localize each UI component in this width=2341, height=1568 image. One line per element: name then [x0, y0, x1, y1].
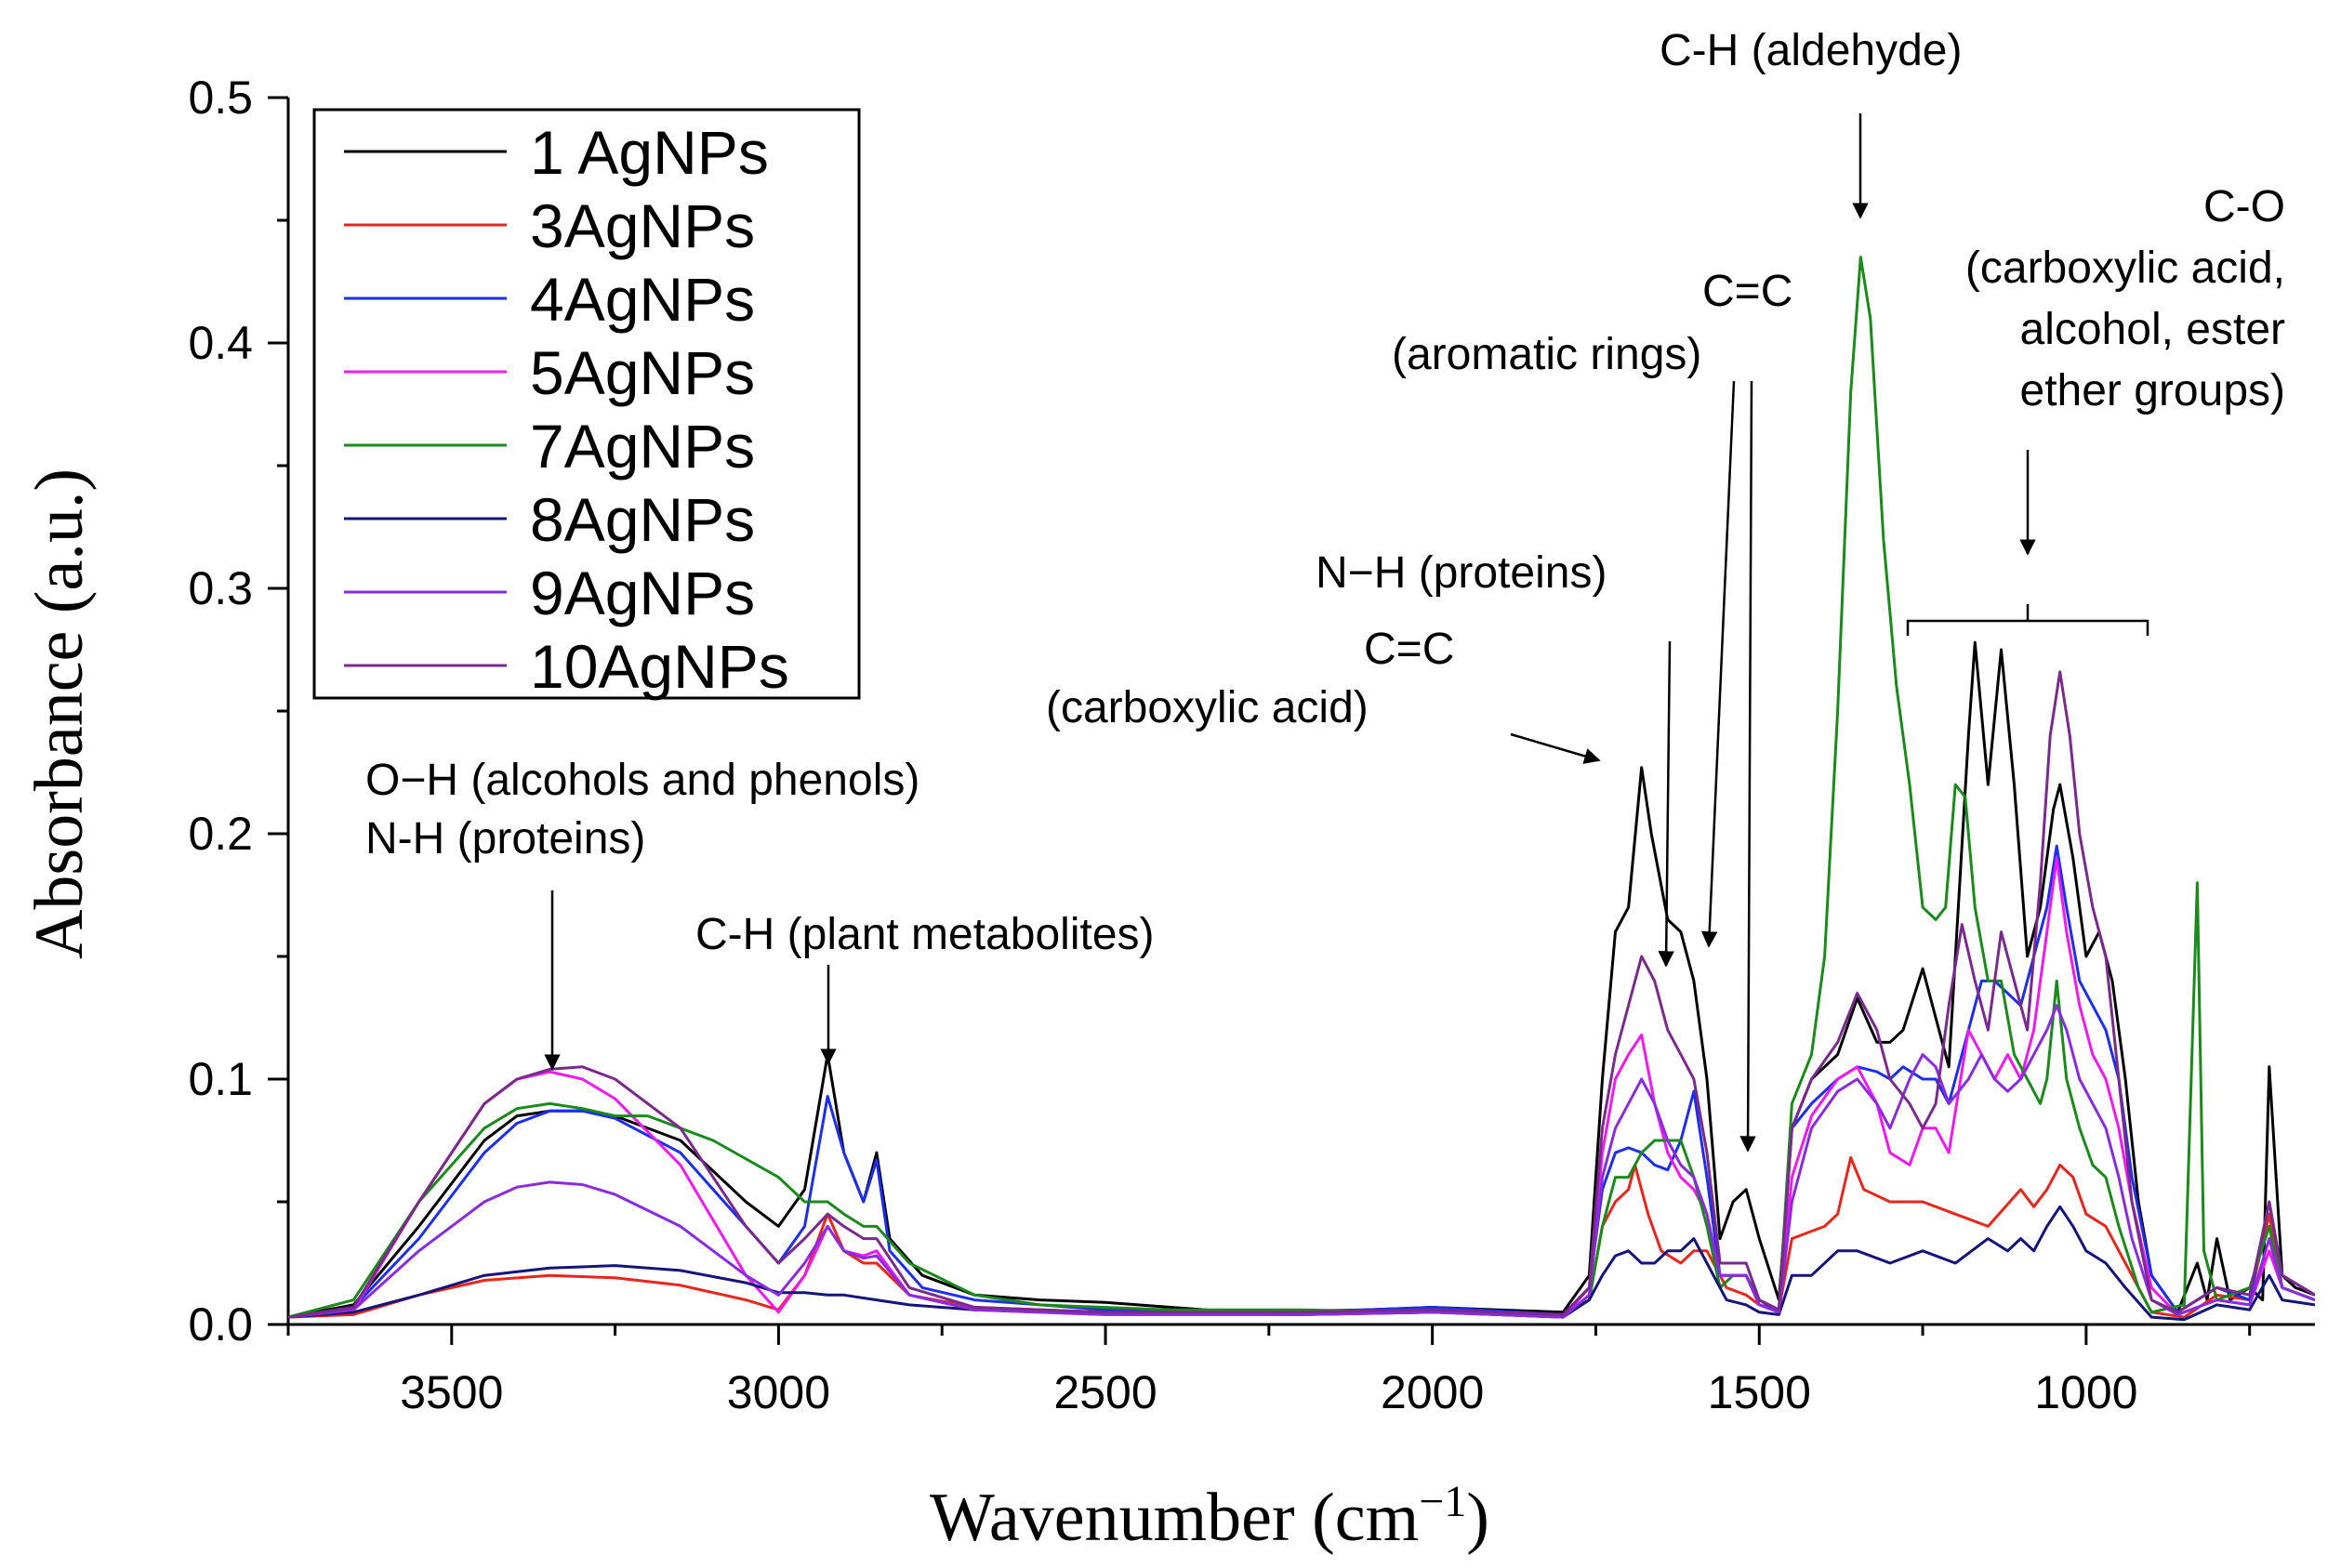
- bracket-co: [1906, 604, 2149, 636]
- x-tick-label: 1000: [2034, 1366, 2137, 1418]
- legend-label: 3AgNPs: [530, 191, 755, 260]
- legend: 1 AgNPs3AgNPs4AgNPs5AgNPs7AgNPs8AgNPs9Ag…: [312, 108, 861, 701]
- legend-label: 7AgNPs: [530, 412, 755, 481]
- y-axis-ticks: 0.0 0.1 0.2 0.3 0.4 0.5: [188, 72, 288, 1351]
- annotation-cc-aromatic-line2: (aromatic rings): [1392, 330, 1701, 379]
- arrow-cc-aromatic-2: [1739, 380, 1756, 1153]
- legend-label: 1 AgNPs: [530, 118, 769, 187]
- x-axis-ticks: 3500 3000 2500 2000 1500 1000: [286, 1324, 2252, 1418]
- annotation-cc-aromatic-line1: C=C: [1702, 267, 1792, 316]
- annotation-oh-line1: O−H (alcohols and phenols): [365, 756, 919, 805]
- x-tick-label: 3500: [400, 1366, 503, 1418]
- arrow-cc-aromatic-1: [1700, 380, 1736, 948]
- annotation-cc-carboxylic-line2: (carboxylic acid): [1046, 683, 1369, 732]
- x-tick-label: 3000: [727, 1366, 830, 1418]
- x-tick-label: 1500: [1708, 1366, 1811, 1418]
- y-tick-label: 0.4: [188, 317, 253, 369]
- y-axis-title: Absorbance (a.u.): [21, 468, 98, 959]
- series-line-1: [288, 640, 2315, 1319]
- legend-label: 5AgNPs: [530, 338, 755, 407]
- series-line-8: [288, 670, 2315, 1319]
- legend-label: 9AgNPs: [530, 559, 755, 627]
- annotation-nh-proteins: N−H (proteins): [1316, 548, 1607, 598]
- series-line-2: [288, 1156, 2315, 1319]
- legend-label: 10AgNPs: [530, 632, 789, 701]
- y-tick-label: 0.5: [188, 72, 253, 124]
- y-tick-label: 0.3: [188, 562, 253, 614]
- x-tick-label: 2500: [1053, 1366, 1157, 1418]
- legend-label: 4AgNPs: [530, 265, 755, 334]
- annotation-co-line3: alcohol, ester: [2020, 305, 2286, 354]
- series-lines: [288, 256, 2315, 1322]
- y-tick-label: 0.2: [188, 808, 253, 860]
- annotation-arrows: [544, 113, 2149, 1153]
- y-tick-label: 0.0: [188, 1298, 253, 1351]
- arrow-cc-carboxylic: [1510, 732, 1601, 764]
- y-tick-label: 0.1: [188, 1053, 253, 1105]
- annotation-co-line1: C-O: [2203, 182, 2285, 231]
- arrow-nh-proteins: [1658, 640, 1674, 968]
- series-line-6: [288, 1205, 2315, 1322]
- annotation-oh-line2: N-H (proteins): [365, 814, 645, 863]
- x-tick-label: 2000: [1381, 1366, 1484, 1418]
- legend-box: [312, 108, 861, 700]
- legend-label: 8AgNPs: [530, 485, 755, 554]
- series-line-7: [288, 1004, 2315, 1319]
- annotation-ch-aldehyde: C-H (aldehyde): [1660, 26, 1962, 75]
- annotation-co-line2: (carboxylic acid,: [1965, 244, 2285, 293]
- annotation-cc-carboxylic-line1: C=C: [1364, 625, 1454, 674]
- annotation-ch-plant: C-H (plant metabolites): [695, 910, 1155, 959]
- annotations: O−H (alcohols and phenols) N-H (proteins…: [365, 26, 2285, 959]
- x-axis-title: Wavenumber (cm−1): [930, 1477, 1489, 1556]
- annotation-co-line4: ether groups): [2020, 366, 2286, 415]
